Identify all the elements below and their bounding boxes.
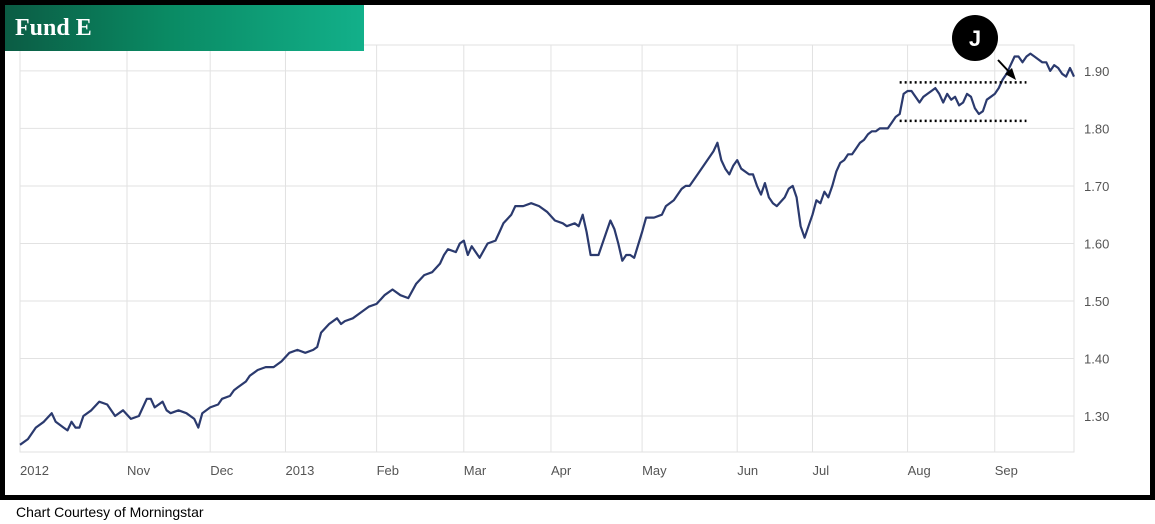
y-tick-label: 1.90: [1084, 64, 1109, 79]
x-tick-label: 2013: [285, 463, 314, 478]
y-tick-label: 1.70: [1084, 179, 1109, 194]
annotation-marker: [952, 15, 998, 61]
x-tick-label: Sep: [995, 463, 1018, 478]
annotation-label: J: [969, 26, 981, 51]
chart-title: Fund E: [5, 5, 364, 51]
x-tick-label: Mar: [464, 463, 487, 478]
annotation-j: J: [952, 15, 1016, 80]
x-tick-label: May: [642, 463, 667, 478]
grid: [19, 44, 1075, 453]
line-chart: 1.301.401.501.601.701.801.90 2012 Nov Dec 2…: [19, 15, 1109, 478]
y-tick-label: 1.40: [1084, 352, 1109, 367]
y-tick-label: 1.80: [1084, 121, 1109, 136]
x-tick-label: Jul: [812, 463, 829, 478]
x-tick-label: 2012: [20, 463, 49, 478]
x-tick-label: Aug: [908, 463, 931, 478]
x-tick-label: Jun: [737, 463, 758, 478]
x-tick-label: Nov: [127, 463, 151, 478]
series-line: [19, 52, 1075, 446]
x-tick-label: Dec: [210, 463, 234, 478]
series-layer: [19, 52, 1075, 446]
annotation-arrowhead: [1005, 68, 1016, 80]
x-axis-ticks: 2012 Nov Dec 2013 Feb Mar Apr May Jun Jul Aug Sep: [20, 463, 1018, 478]
chart-credit: Chart Courtesy of Morningstar: [16, 504, 204, 520]
y-axis-ticks: 1.30 1.40 1.50 1.60 1.70 1.80 1.90: [1084, 64, 1109, 424]
plot-border: [19, 44, 1075, 453]
reference-lines: [899, 81, 1027, 123]
y-tick-label: 1.30: [1084, 409, 1109, 424]
y-tick-label: 1.50: [1084, 294, 1109, 309]
x-tick-label: Apr: [551, 463, 572, 478]
y-tick-label: 1.60: [1084, 236, 1109, 251]
x-tick-label: Feb: [377, 463, 399, 478]
